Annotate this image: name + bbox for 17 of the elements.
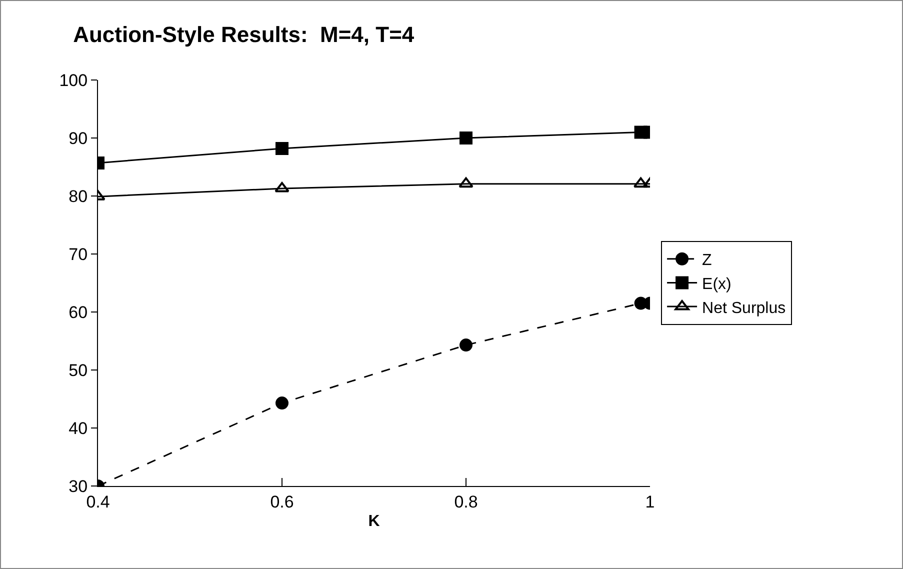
legend-label: E(x) — [702, 276, 732, 293]
chart-title: Auction-Style Results: M=4, T=4 — [73, 22, 415, 47]
y-tick-label: 30 — [68, 476, 88, 496]
legend-label: Net Surplus — [702, 300, 786, 317]
y-tick-label: 70 — [68, 244, 88, 264]
x-tick-label: 0.8 — [454, 492, 478, 512]
x-axis-title: K — [368, 513, 380, 530]
y-tick-label: 40 — [68, 418, 88, 438]
y-tick-label: 80 — [68, 186, 88, 206]
y-tick-label: 100 — [59, 70, 88, 90]
y-tick-label: 90 — [68, 128, 88, 148]
legend-label: Z — [702, 252, 712, 270]
x-tick-label: 0.4 — [86, 492, 110, 512]
x-tick-label: 1 — [645, 492, 655, 512]
x-tick-label: 0.6 — [270, 492, 294, 512]
y-tick-label: 60 — [68, 302, 88, 322]
y-tick-label: 50 — [68, 360, 88, 380]
